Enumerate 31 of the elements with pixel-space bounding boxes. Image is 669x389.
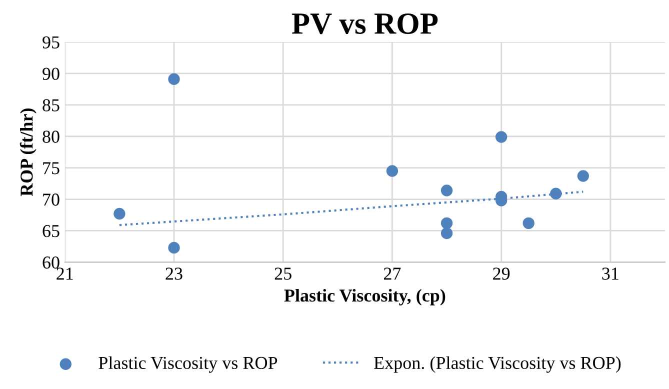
y-tick-label: 65: [42, 225, 60, 238]
point: [522, 217, 534, 230]
point: [495, 131, 508, 143]
point: [168, 73, 180, 85]
y-tick-label: 80: [42, 130, 60, 143]
y-tick-label: 60: [42, 256, 60, 269]
y-axis-title: ROP (ft/hr): [20, 108, 36, 196]
x-tick-label: 29: [493, 268, 510, 280]
point: [386, 165, 398, 177]
y-tick-label: 85: [42, 99, 60, 112]
point: [550, 188, 562, 200]
y-tick-label: 95: [42, 36, 60, 48]
point: [577, 170, 589, 182]
point: [440, 227, 453, 240]
line-series: [118, 190, 584, 226]
point: [114, 208, 126, 220]
x-tick-label: 25: [274, 268, 292, 280]
point: [440, 217, 453, 230]
x-tick-label: 27: [384, 268, 401, 280]
x-tick-label: 31: [602, 268, 618, 280]
chart-title: PV vs ROP: [292, 13, 438, 34]
y-tick-label: 70: [43, 194, 60, 206]
point: [168, 242, 180, 254]
legend-label: Plastic Viscosity vs ROP: [98, 356, 278, 373]
legend-label: Expon. (Plastic Viscosity vs ROP): [374, 356, 621, 373]
x-tick-label: 23: [166, 268, 182, 280]
x-axis-title: Plastic Viscosity, (cp): [284, 288, 446, 306]
point: [440, 184, 453, 196]
x-tick-label: 21: [56, 268, 73, 280]
y-tick-label: 90: [42, 68, 60, 80]
y-tick-label: 75: [43, 162, 60, 174]
